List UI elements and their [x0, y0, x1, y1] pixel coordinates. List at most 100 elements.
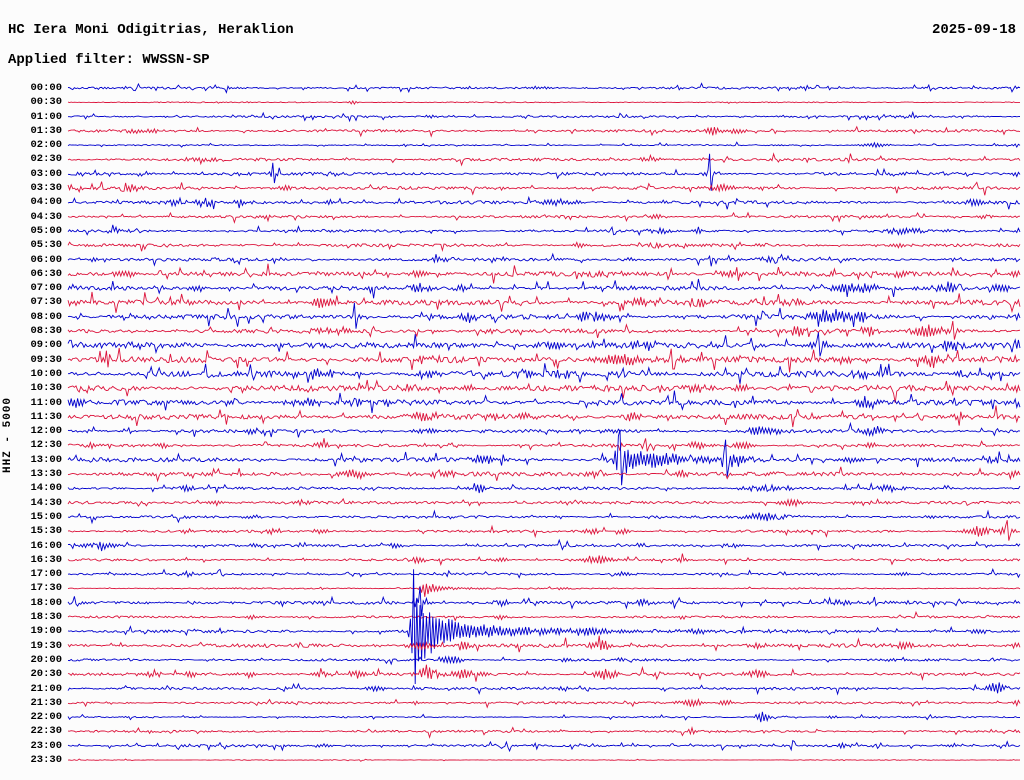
trace-time-label: 10:00 — [30, 367, 62, 380]
trace-waveform — [67, 421, 1021, 438]
trace-waveform — [67, 152, 1021, 167]
trace-waveform — [67, 482, 1021, 494]
trace-time-label: 09:30 — [30, 353, 62, 366]
trace-time-label: 03:30 — [30, 182, 62, 195]
trace-waveform — [67, 664, 1021, 682]
trace-waveform — [67, 682, 1021, 696]
trace-waveform — [67, 332, 1021, 357]
trace-time-label: 04:30 — [30, 210, 62, 223]
trace-waveform — [67, 278, 1021, 299]
trace-waveform — [67, 697, 1021, 709]
trace-time-label: 11:00 — [30, 396, 62, 409]
trace-time-label: 18:00 — [30, 596, 62, 609]
trace-waveform — [67, 379, 1021, 403]
trace-time-label: 02:30 — [30, 153, 62, 166]
trace-time-label: 04:00 — [30, 196, 62, 209]
trace-time-label: 17:00 — [30, 568, 62, 581]
trace-time-label: 01:00 — [30, 110, 62, 123]
trace-waveform — [67, 211, 1021, 224]
trace-waveform — [67, 726, 1021, 739]
trace-waveform — [67, 100, 1021, 106]
trace-time-label: 08:00 — [30, 310, 62, 323]
trace-waveform — [67, 82, 1021, 94]
trace-waveform — [67, 758, 1021, 762]
station-title: HC Iera Moni Odigitrias, Heraklion — [8, 22, 294, 38]
trace-waveform — [67, 520, 1021, 541]
trace-time-label: 02:00 — [30, 139, 62, 152]
trace-waveform — [67, 181, 1021, 196]
trace-waveform — [67, 263, 1021, 284]
trace-time-label: 15:30 — [30, 525, 62, 538]
trace-time-label: 22:00 — [30, 711, 62, 724]
trace-time-label: 10:30 — [30, 382, 62, 395]
trace-waveform — [67, 568, 1021, 579]
trace-time-label: 00:30 — [30, 96, 62, 109]
trace-waveform — [67, 509, 1021, 525]
trace-time-label: 06:30 — [30, 267, 62, 280]
trace-time-label: 01:30 — [30, 124, 62, 137]
trace-time-label: 14:30 — [30, 496, 62, 509]
trace-time-label: 09:00 — [30, 339, 62, 352]
trace-waveform — [67, 141, 1021, 149]
trace-waveform — [67, 586, 1021, 617]
trace-waveform — [67, 153, 1021, 191]
trace-time-label: 12:30 — [30, 439, 62, 452]
trace-time-label: 07:30 — [30, 296, 62, 309]
trace-waveform — [67, 538, 1021, 552]
trace-time-label: 21:00 — [30, 682, 62, 695]
trace-time-label: 13:30 — [30, 468, 62, 481]
trace-time-label: 16:30 — [30, 553, 62, 566]
trace-time-label: 11:30 — [30, 410, 62, 423]
trace-time-label: 19:30 — [30, 639, 62, 652]
trace-time-label: 15:00 — [30, 510, 62, 523]
trace-time-label: 13:00 — [30, 453, 62, 466]
trace-waveform — [67, 252, 1021, 267]
trace-time-label: 16:00 — [30, 539, 62, 552]
trace-time-label: 18:30 — [30, 611, 62, 624]
trace-waveform — [67, 241, 1021, 252]
trace-waveform — [67, 635, 1021, 653]
trace-waveform — [67, 429, 1021, 486]
trace-time-label: 08:30 — [30, 325, 62, 338]
trace-time-label: 20:30 — [30, 668, 62, 681]
trace-waveform — [67, 321, 1021, 340]
trace-waveform — [67, 224, 1021, 236]
trace-waveform — [68, 110, 1021, 123]
trace-waveform — [67, 291, 1021, 314]
trace-waveform — [67, 195, 1021, 210]
trace-waveform — [67, 739, 1021, 753]
trace-waveform — [67, 711, 1021, 723]
trace-waveform — [67, 390, 1021, 414]
trace-waveform — [67, 466, 1021, 483]
trace-waveform — [67, 569, 1021, 685]
date-label: 2025-09-18 — [931, 22, 1016, 38]
trace-waveform — [67, 438, 1021, 452]
trace-waveform — [67, 610, 1021, 622]
trace-waveform — [67, 347, 1021, 373]
trace-waveform — [67, 497, 1021, 508]
trace-time-label: 12:00 — [30, 425, 62, 438]
trace-waveform — [68, 363, 1021, 385]
trace-time-label: 17:30 — [30, 582, 62, 595]
applied-filter-label: Applied filter: WWSSN-SP — [8, 52, 210, 68]
trace-waveform — [67, 405, 1021, 428]
trace-waveform — [67, 302, 1021, 329]
trace-time-label: 07:00 — [30, 282, 62, 295]
trace-waveform — [67, 655, 1021, 666]
trace-time-label: 00:00 — [30, 82, 62, 94]
trace-time-label: 14:00 — [30, 482, 62, 495]
trace-time-label: 05:00 — [30, 224, 62, 237]
trace-time-label: 23:00 — [30, 739, 62, 752]
trace-waveform — [67, 553, 1021, 567]
trace-waveform — [67, 583, 1021, 597]
trace-time-label: 20:00 — [30, 653, 62, 666]
trace-time-label: 05:30 — [30, 239, 62, 252]
trace-time-label: 06:00 — [30, 253, 62, 266]
trace-time-label: 22:30 — [30, 725, 62, 738]
trace-time-label: 19:00 — [30, 625, 62, 638]
trace-time-label: 23:30 — [30, 754, 62, 766]
trace-waveform — [67, 125, 1021, 138]
